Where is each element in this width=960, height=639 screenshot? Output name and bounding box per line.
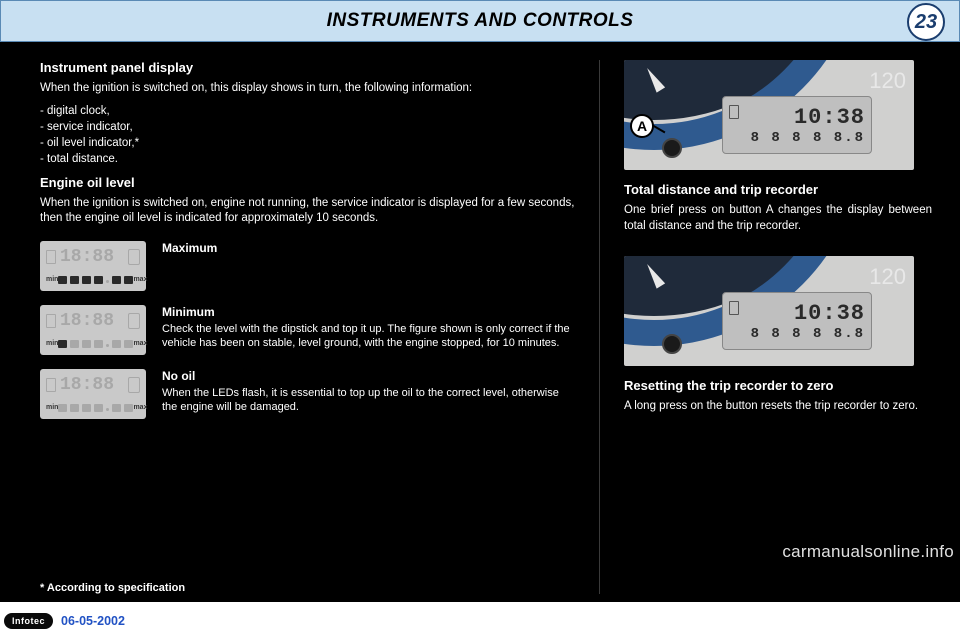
speed-mark: 120 [869,68,906,94]
speed-mark: 120 [869,264,906,290]
oil-title-max: Maximum [162,241,575,255]
max-label: max [133,276,147,283]
dash-time: 10:38 [794,105,865,130]
oil-intro-text: When the ignition is switched on, engine… [40,196,575,227]
oil-lcd-none: 18:88 min max [40,369,146,419]
oil-bars [58,340,133,348]
dash-display-bottom: 120 10:38 8 8 8 8 8.8 [624,256,914,366]
oil-title-none: No oil [162,369,575,383]
heading-reset-trip: Resetting the trip recorder to zero [624,378,932,393]
oil-bars [58,276,133,284]
total-distance-text: One brief press on button A changes the … [624,203,932,234]
p-icon [128,377,140,393]
fuel-icon [46,378,56,392]
oil-bars [58,404,133,412]
heading-oil-level: Engine oil level [40,175,575,190]
brand-badge: Infotec [4,613,53,629]
oil-lcd-min: 18:88 min max [40,305,146,355]
fuel-icon [729,105,739,119]
trip-button[interactable] [662,334,682,354]
list-item: - service indicator, [40,119,575,135]
dash-lcd: 10:38 8 8 8 8 8.8 [722,96,872,154]
dash-time: 10:38 [794,301,865,326]
footnote: * According to specification [40,582,185,594]
page-number-badge: 23 [907,3,945,41]
watermark: carmanualsonline.info [782,542,954,562]
oil-row-none: 18:88 min max No oil When the LEDs flash… [40,369,575,419]
list-item: - oil level indicator,* [40,135,575,151]
trip-button[interactable] [662,138,682,158]
fuel-icon [46,314,56,328]
dash-odo: 8 8 8 8 8.8 [751,130,865,146]
oil-row-max: 18:88 min max Maximum [40,241,575,291]
footer-date: 06-05-2002 [61,614,125,628]
fuel-icon [729,301,739,315]
dash-odo: 8 8 8 8 8.8 [751,326,865,342]
lcd-ghost: 18:88 [46,309,140,333]
reset-trip-text: A long press on the button resets the tr… [624,399,932,415]
min-label: min [46,340,58,347]
right-column: 120 10:38 8 8 8 8 8.8 A Total distance a… [600,60,932,594]
fuel-icon [46,250,56,264]
p-icon [128,249,140,265]
oil-lcd-max: 18:88 min max [40,241,146,291]
page-title: INSTRUMENTS AND CONTROLS [327,10,634,32]
p-icon [128,313,140,329]
list-item: - total distance. [40,151,575,167]
lcd-ghost: 18:88 [46,245,140,269]
content-area: Instrument panel display When the igniti… [0,42,960,602]
intro-text: When the ignition is switched on, this d… [40,81,575,97]
max-label: max [133,340,147,347]
min-label: min [46,276,58,283]
left-column: Instrument panel display When the igniti… [40,60,600,594]
oil-title-min: Minimum [162,305,575,319]
dash-display-top: 120 10:38 8 8 8 8 8.8 A [624,60,914,170]
button-a-label: A [630,114,654,138]
lcd-ghost: 18:88 [46,373,140,397]
footer: Infotec 06-05-2002 [0,602,960,639]
heading-total-distance: Total distance and trip recorder [624,182,932,197]
info-list: - digital clock, - service indicator, - … [40,103,575,167]
dash-lcd: 10:38 8 8 8 8 8.8 [722,292,872,350]
oil-text-min: Check the level with the dipstick and to… [162,322,575,351]
oil-row-min: 18:88 min max Minimum Check the level wi… [40,305,575,355]
min-label: min [46,404,58,411]
header-band: INSTRUMENTS AND CONTROLS 23 [0,0,960,42]
oil-text-none: When the LEDs flash, it is essential to … [162,386,575,415]
heading-instrument-panel: Instrument panel display [40,60,575,75]
max-label: max [133,404,147,411]
list-item: - digital clock, [40,103,575,119]
